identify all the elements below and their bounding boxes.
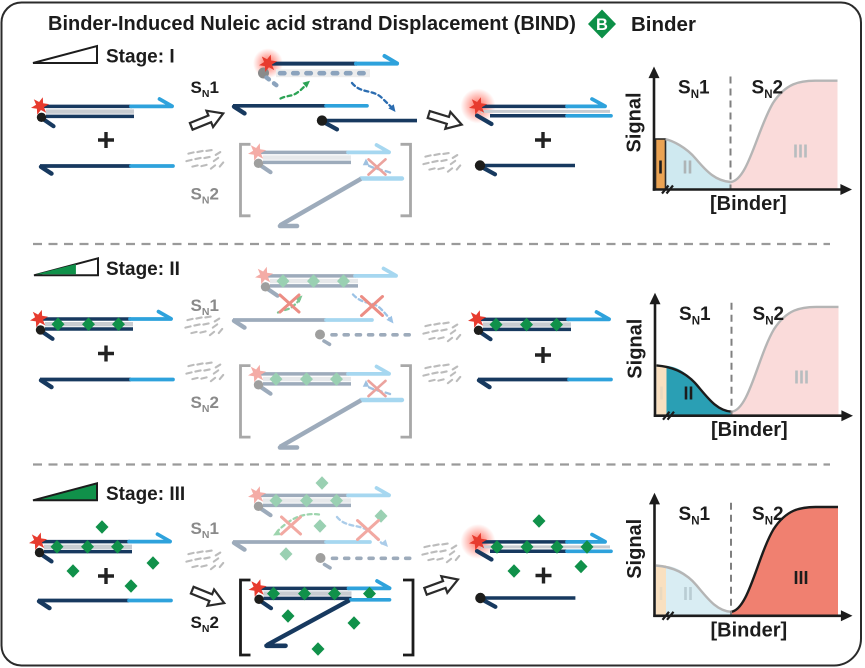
svg-text:SN2: SN2	[752, 504, 784, 528]
svg-text:Binder: Binder	[631, 13, 696, 36]
svg-text:SN2: SN2	[191, 185, 219, 207]
svg-text:SN2: SN2	[752, 78, 784, 102]
svg-text:[Binder]: [Binder]	[711, 619, 788, 641]
svg-text:III: III	[794, 368, 809, 388]
svg-text:SN1: SN1	[679, 504, 711, 528]
svg-text:II: II	[684, 384, 694, 404]
svg-text:Signal: Signal	[624, 519, 646, 579]
svg-text:[Binder]: [Binder]	[710, 193, 787, 215]
svg-text:SN1: SN1	[191, 78, 219, 100]
svg-text:Binder-Induced Nuleic acid str: Binder-Induced Nuleic acid strand Displa…	[48, 13, 576, 35]
svg-text:SN2: SN2	[753, 304, 785, 328]
svg-text:Stage: II: Stage: II	[106, 259, 180, 280]
svg-text:B: B	[596, 16, 608, 34]
svg-text:Signal: Signal	[624, 92, 646, 152]
svg-text:II: II	[683, 158, 693, 178]
svg-text:Signal: Signal	[625, 319, 647, 379]
svg-text:SN2: SN2	[191, 393, 219, 415]
svg-text:III: III	[793, 142, 808, 162]
svg-text:III: III	[794, 568, 809, 588]
svg-text:SN1: SN1	[191, 296, 219, 318]
svg-text:Stage: I: Stage: I	[106, 47, 175, 68]
svg-text:I: I	[658, 158, 663, 178]
svg-text:II: II	[683, 584, 693, 604]
svg-text:SN1: SN1	[679, 304, 711, 328]
svg-text:SN2: SN2	[191, 613, 219, 635]
svg-text:SN1: SN1	[191, 519, 219, 541]
svg-text:I: I	[659, 584, 664, 604]
svg-text:Stage: III: Stage: III	[106, 484, 185, 505]
svg-text:[Binder]: [Binder]	[711, 419, 788, 441]
svg-text:I: I	[659, 384, 664, 404]
svg-text:SN1: SN1	[678, 78, 710, 102]
